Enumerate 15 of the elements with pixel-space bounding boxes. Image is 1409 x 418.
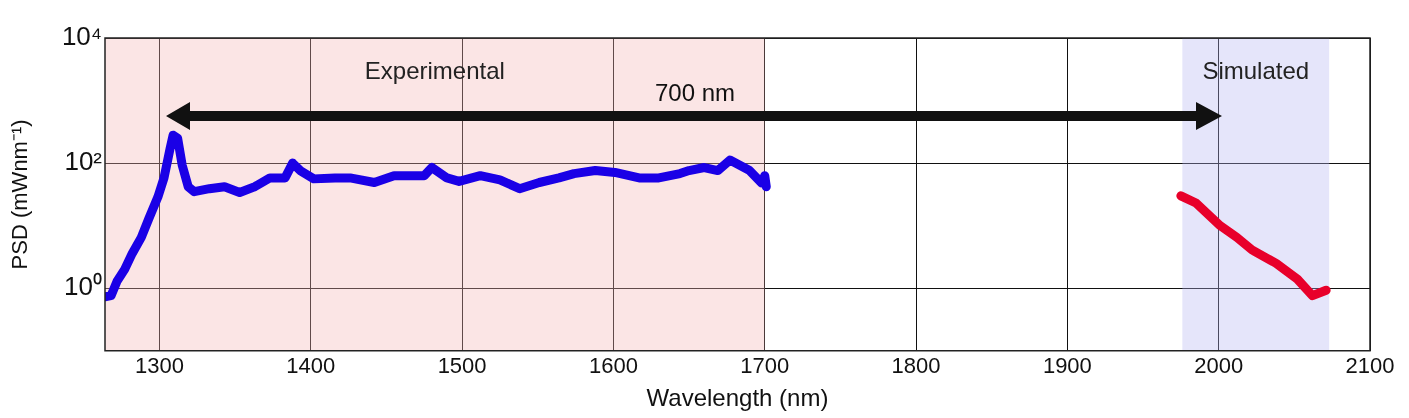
x-tick-label: 1300 [135,353,184,379]
x-tick-label: 1400 [286,353,336,379]
x-axis-title: Wavelength (nm) [646,384,829,412]
y-tick-label: 10² [64,146,103,177]
annotation: 700 nm [654,78,736,106]
x-tick-label: 2100 [1345,353,1395,379]
y-tick-label: 10⁰ [64,271,102,302]
x-tick-label: 1700 [740,353,790,379]
y-axis-title: PSD (mWnm⁻¹) [7,119,33,270]
x-tick-label: 1800 [891,353,941,379]
x-tick-label: 1900 [1042,353,1092,379]
x-tick-label: 2000 [1194,353,1244,379]
x-tick-label: 1500 [437,353,487,379]
y-tick-label: 10⁴ [61,21,102,52]
x-tick-label: 1600 [588,353,638,379]
